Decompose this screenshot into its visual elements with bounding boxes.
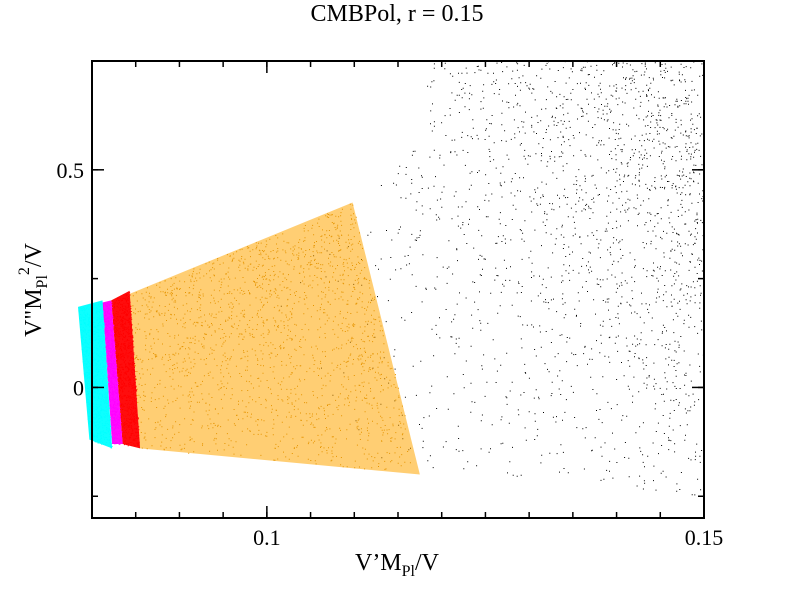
series-4 xyxy=(78,300,113,449)
region-2 xyxy=(111,290,141,449)
region-points-3 xyxy=(102,301,123,445)
axis-ticks xyxy=(92,61,705,518)
region-1 xyxy=(129,202,420,475)
series-1 xyxy=(129,202,420,475)
series-2 xyxy=(111,290,141,449)
series-3 xyxy=(102,300,123,445)
y-axis-label: V"MPl2/V xyxy=(16,242,51,336)
x-tick-label: 0.1 xyxy=(253,525,281,550)
axis-tick-labels: 0.1 0.15 0 0.5 xyxy=(57,158,724,550)
x-tick-label: 0.15 xyxy=(685,525,724,550)
scatter-points xyxy=(78,61,705,496)
x-axis-label: V’MPl/V xyxy=(355,550,440,580)
chart-title: CMBPol, r = 0.15 xyxy=(311,1,484,27)
region-points-2 xyxy=(112,292,140,447)
region-points-4 xyxy=(78,301,113,449)
y-tick-label: 0.5 xyxy=(57,158,85,183)
y-tick-label: 0 xyxy=(73,375,84,400)
